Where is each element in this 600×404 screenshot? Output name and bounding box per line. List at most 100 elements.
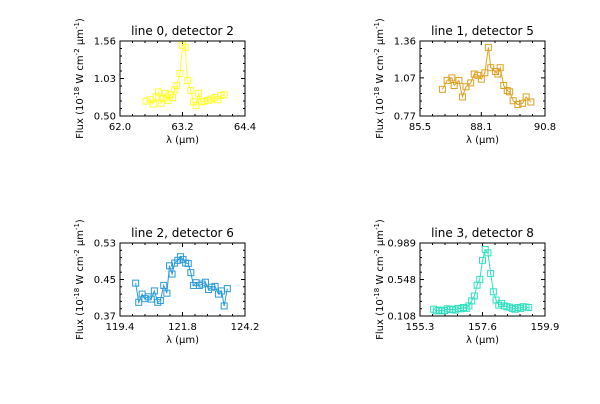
data-point: [484, 43, 492, 51]
x-tick-label: 155.3: [406, 322, 435, 333]
y-tick-label: 0.37: [94, 312, 116, 323]
data-point: [476, 275, 484, 283]
series-line: [433, 248, 529, 312]
y-tick-label: 1.56: [94, 37, 116, 48]
y-axis-label: Flux (10-18 W cm-2 μm-1): [73, 219, 86, 340]
data-point: [157, 99, 165, 107]
data-point: [519, 99, 527, 107]
data-point: [201, 278, 209, 286]
y-tick-label: 0.45: [94, 275, 116, 286]
data-point: [438, 85, 446, 93]
data-point: [220, 91, 228, 99]
data-point: [149, 100, 157, 108]
x-tick-label: 157.6: [468, 322, 497, 333]
plot-frame: [419, 40, 546, 117]
data-point: [448, 74, 456, 82]
panel-2: line 2, detector 6 119.4 121.8 124.2 0.37 0.4…: [73, 219, 259, 346]
data-point: [173, 82, 181, 90]
data-point: [514, 101, 522, 109]
y-tick-label: 1.03: [94, 74, 116, 85]
data-point: [479, 256, 486, 264]
data-point: [470, 70, 478, 78]
panel-1: line 1, detector 5 85.5 88.1 90.8 0.77 1.07 1.…: [373, 18, 556, 146]
y-tick-label: 0.53: [94, 239, 116, 250]
data-point: [184, 260, 192, 268]
data-point: [187, 269, 195, 277]
data-point: [527, 98, 535, 106]
data-point: [211, 282, 219, 290]
data-point: [161, 89, 169, 97]
panel-3: line 3, detector 8 155.3 157.6 159.9 0.108 0.…: [373, 219, 559, 346]
y-tick-label: 0.108: [387, 312, 416, 323]
x-tick-label: 63.2: [171, 122, 193, 133]
y-tick-label: 1.36: [394, 37, 416, 48]
y-axis-label: Flux (10-18 W cm-2 μm-1): [373, 219, 386, 340]
panel-title: line 3, detector 8: [431, 226, 534, 240]
y-tick-label: 1.07: [394, 73, 416, 84]
data-point: [200, 97, 208, 105]
data-point: [522, 93, 530, 101]
x-tick-label: 62.0: [109, 122, 131, 133]
data-point: [155, 88, 163, 96]
x-tick-label: 119.4: [106, 322, 135, 333]
x-tick-label: 88.1: [470, 122, 492, 133]
data-point: [487, 270, 495, 278]
data-point: [147, 295, 155, 303]
data-point: [223, 285, 231, 293]
data-point: [192, 101, 200, 109]
data-point: [156, 296, 164, 304]
data-point: [450, 81, 458, 89]
data-point: [525, 304, 533, 312]
data-point: [506, 88, 514, 96]
data-point: [489, 288, 497, 296]
data-point: [458, 93, 466, 101]
data-point: [159, 94, 167, 102]
x-tick-label: 64.4: [234, 122, 256, 133]
data-point: [455, 76, 463, 84]
data-point: [169, 94, 177, 102]
y-tick-label: 0.989: [387, 239, 416, 250]
data-point: [195, 89, 203, 97]
y-axis-label: Flux (10-18 W cm-2 μm-1): [373, 18, 386, 139]
data-point: [168, 270, 176, 278]
data-point: [142, 97, 150, 105]
x-axis-label: λ (μm): [466, 335, 499, 346]
data-point: [474, 71, 482, 79]
series-line: [441, 47, 532, 106]
data-point: [187, 87, 195, 95]
data-point: [470, 292, 478, 300]
data-point: [184, 77, 192, 85]
panel-title: line 2, detector 6: [131, 226, 234, 240]
x-tick-label: 90.8: [534, 122, 556, 133]
data-point: [484, 249, 492, 257]
x-axis-label: λ (μm): [166, 335, 199, 346]
data-point: [496, 64, 504, 72]
panel-0: line 0, detector 2 62.0 63.2 64.4 0.50 1.03 1.…: [73, 18, 256, 146]
y-tick-label: 0.77: [394, 112, 416, 123]
series-line: [135, 255, 228, 307]
data-point: [477, 75, 485, 83]
data-point: [176, 70, 184, 78]
y-axis-label: Flux (10-18 W cm-2 μm-1): [73, 18, 86, 139]
plot-frame: [119, 40, 246, 117]
data-point: [150, 287, 158, 295]
data-point: [160, 281, 168, 289]
data-point: [509, 97, 517, 105]
data-point: [207, 95, 215, 103]
data-point: [135, 298, 143, 306]
data-point: [467, 79, 475, 87]
x-tick-label: 121.8: [168, 322, 197, 333]
x-axis-label: λ (μm): [466, 135, 499, 146]
y-tick-label: 0.548: [387, 275, 416, 286]
data-point: [487, 64, 495, 72]
x-tick-label: 124.2: [231, 322, 260, 333]
data-point: [163, 289, 171, 297]
data-point: [181, 43, 189, 51]
panel-title: line 0, detector 2: [131, 24, 234, 38]
data-point: [462, 83, 470, 91]
data-point: [171, 86, 179, 94]
x-tick-label: 159.9: [531, 322, 560, 333]
data-point: [132, 279, 140, 287]
